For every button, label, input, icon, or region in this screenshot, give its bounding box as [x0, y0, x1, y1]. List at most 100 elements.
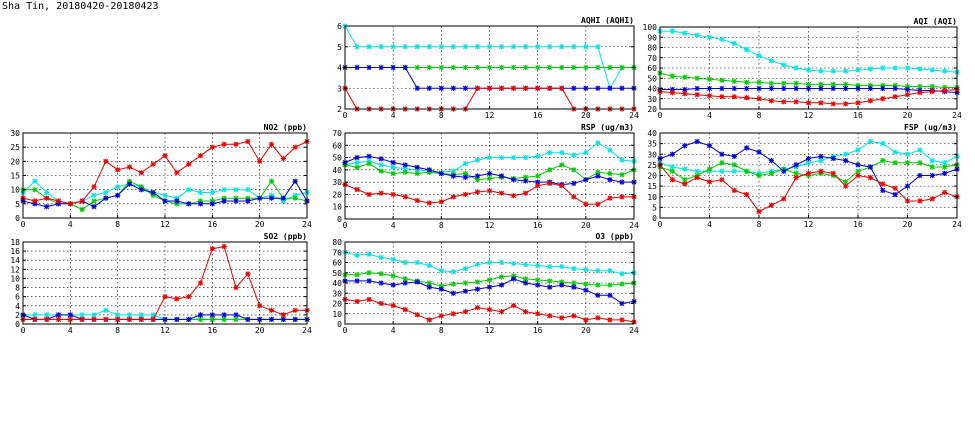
aqi-day2-point — [880, 82, 886, 89]
no2-ytick-label: 0 — [15, 214, 20, 223]
no2-day1-point — [245, 187, 251, 193]
aqi-day3-point — [805, 85, 812, 92]
rsp-day1-point — [462, 161, 469, 167]
o3-day4-point — [619, 317, 625, 323]
o3-day3-point — [535, 282, 541, 288]
so2-day3-point — [221, 312, 227, 318]
so2-ytick-label: 18 — [10, 238, 20, 247]
fsp-day3-point — [880, 187, 886, 193]
aqi-day1-point — [793, 65, 799, 71]
fsp-day1-point — [942, 160, 948, 166]
aqhi-day1-point — [390, 44, 396, 50]
fsp-ytick-label: 5 — [652, 203, 657, 212]
rsp-day3-point — [438, 170, 444, 177]
aqi-day4-point — [669, 90, 675, 96]
aqi-day4-point — [706, 93, 713, 99]
aqi-day4-point — [818, 100, 824, 106]
rsp-day2-point — [607, 170, 613, 177]
aqhi-day1-point — [571, 44, 577, 50]
so2-day4-point — [257, 303, 263, 309]
rsp-day3-point — [607, 177, 613, 183]
aqi-day4-point — [694, 92, 700, 98]
no2-day3-point — [257, 195, 263, 201]
o3-day3-point — [354, 278, 360, 284]
rsp-day3-point — [474, 173, 481, 179]
so2-day4-point — [55, 316, 62, 323]
aqhi-day1-point — [438, 44, 444, 50]
o3-day4-point — [510, 302, 517, 309]
rsp-day1-point — [559, 150, 565, 156]
rsp-ytick-label: 30 — [332, 178, 342, 187]
o3-day3-point — [450, 290, 456, 296]
rsp-day1-point — [378, 162, 384, 168]
aqi-day3-point — [793, 85, 799, 92]
aqi-day1-point — [781, 62, 787, 68]
rsp-xtick-label: 0 — [343, 221, 348, 230]
rsp-day1-point — [390, 164, 396, 170]
so2-ytick-label: 10 — [10, 274, 20, 283]
aqi-day4-point — [880, 96, 886, 102]
o3-day3-point — [595, 292, 601, 298]
aqi-day4-point — [744, 95, 750, 101]
rsp-day4-point — [486, 188, 493, 194]
aqhi-day4-point — [523, 85, 529, 91]
so2-day3-point — [233, 312, 239, 318]
o3-day2-point — [462, 280, 469, 286]
fsp-day1-point — [880, 141, 886, 147]
rsp-day4-point — [547, 180, 553, 186]
so2-day3-point — [162, 316, 168, 323]
aqi-day2-point — [719, 77, 725, 83]
o3-day4-point — [547, 313, 553, 319]
aqi-day3-point — [867, 85, 873, 92]
no2-xtick-label: 12 — [160, 220, 170, 229]
page-title: Sha Tin, 20180420-20180423 — [2, 1, 159, 12]
no2-day4-point — [245, 138, 251, 145]
no2-day4-point — [186, 161, 192, 167]
rsp-day4-point — [535, 183, 541, 189]
aqhi-day2-point — [607, 64, 613, 71]
aqhi-xtick-label: 16 — [533, 111, 543, 120]
fsp-day3-point — [843, 158, 849, 164]
o3-day3-point — [390, 282, 396, 288]
fsp-ytick-label: 35 — [647, 140, 657, 149]
aqi-day1-point — [867, 66, 873, 72]
so2-day1-point — [138, 312, 144, 318]
o3-day1-point — [450, 269, 456, 275]
fsp-day4-point — [904, 198, 911, 204]
rsp-day2-point — [402, 169, 408, 175]
aqi-day1-point — [731, 40, 737, 46]
fsp-day3-point — [818, 153, 824, 159]
o3-day4-point — [535, 311, 541, 317]
fsp-xtick-label: 8 — [757, 220, 762, 229]
no2-day2-point — [138, 184, 144, 190]
o3-day1-point — [462, 266, 469, 272]
rsp-xtick-label: 16 — [533, 221, 543, 230]
fsp-day4-point — [694, 175, 700, 181]
aqi-day4-point — [929, 88, 935, 95]
fsp-xtick-label: 4 — [707, 220, 712, 229]
no2-day4-point — [138, 170, 144, 176]
fsp-ytick-label: 20 — [647, 172, 657, 181]
aqhi-day1-point — [510, 44, 517, 50]
o3-day3-point — [559, 282, 565, 288]
aqi-day4-point — [892, 94, 898, 100]
rsp-day1-point — [474, 157, 481, 163]
aqi-day1-point — [880, 65, 886, 71]
o3-day3-point — [462, 288, 469, 294]
rsp-day4-point — [390, 191, 396, 198]
fsp-day3-point — [781, 168, 787, 174]
aqi-day3-point — [843, 85, 849, 92]
fsp-day4-point — [731, 187, 737, 193]
fsp-day4-point — [892, 185, 898, 191]
aqi-day3-point — [731, 85, 737, 92]
so2-day1-point — [103, 307, 109, 313]
fsp-day1-point — [929, 158, 935, 164]
aqhi-xtick-label: 24 — [629, 111, 639, 120]
aqi-day4-point — [867, 98, 873, 104]
o3-day3-point — [571, 284, 577, 290]
aqi-day1-point — [719, 36, 725, 42]
so2-day4-point — [44, 316, 50, 323]
fsp-day4-point — [942, 189, 948, 196]
